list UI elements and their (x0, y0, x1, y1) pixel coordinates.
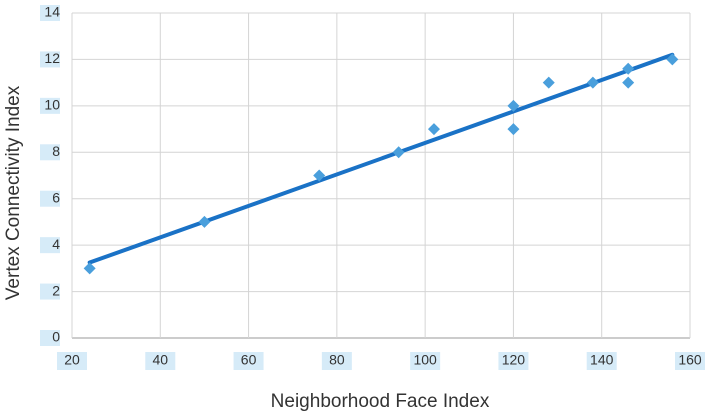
y-tick-label: 0 (52, 329, 60, 345)
tick-label-bg (40, 283, 60, 300)
scatter-point (427, 123, 440, 136)
tick-label-bg (410, 352, 441, 370)
y-tick-label: 6 (52, 189, 60, 205)
tick-label-bg (40, 330, 60, 346)
x-tick-label: 20 (64, 352, 80, 368)
tick-label-bg (675, 352, 705, 370)
scatter-point (313, 169, 326, 182)
y-tick-label: 10 (44, 97, 60, 113)
scatter-point (542, 76, 555, 89)
x-tick-label: 120 (502, 352, 526, 368)
scatter-point (666, 53, 679, 66)
tick-label-bg (586, 352, 617, 370)
scatter-point (586, 76, 599, 89)
x-tick-label: 140 (590, 352, 614, 368)
trend-line (87, 52, 675, 265)
tick-label-bg (498, 352, 529, 370)
scatter-point (622, 76, 635, 89)
x-tick-label: 80 (329, 352, 345, 368)
scatter-point (392, 146, 405, 159)
tick-label-bg (40, 5, 60, 21)
tick-label-bg (40, 97, 60, 114)
tick-label-bg (40, 144, 60, 161)
x-tick-label: 160 (678, 352, 702, 368)
x-tick-label: 100 (413, 352, 437, 368)
tick-label-bg (233, 352, 264, 370)
tick-label-bg (40, 237, 60, 254)
tick-label-bg (40, 51, 60, 68)
y-tick-label: 12 (44, 50, 60, 66)
y-tick-label: 14 (44, 4, 60, 20)
x-tick-label: 40 (152, 352, 168, 368)
tick-label-bg (40, 190, 60, 207)
y-tick-label: 8 (52, 143, 60, 159)
scatter-point (622, 62, 635, 75)
y-tick-label: 2 (52, 282, 60, 298)
scatter-point (198, 215, 211, 228)
y-axis-title: Vertex Connectivity Index (3, 85, 24, 300)
scatter-point (507, 123, 520, 136)
x-tick-label: 60 (241, 352, 257, 368)
tick-label-bg (321, 352, 352, 370)
scatter-point (507, 99, 520, 112)
tick-label-bg (145, 352, 176, 370)
tick-label-bg (57, 352, 87, 370)
scatter-point (83, 262, 96, 275)
x-axis-title: Neighborhood Face Index (271, 391, 490, 412)
y-tick-label: 4 (52, 236, 60, 252)
